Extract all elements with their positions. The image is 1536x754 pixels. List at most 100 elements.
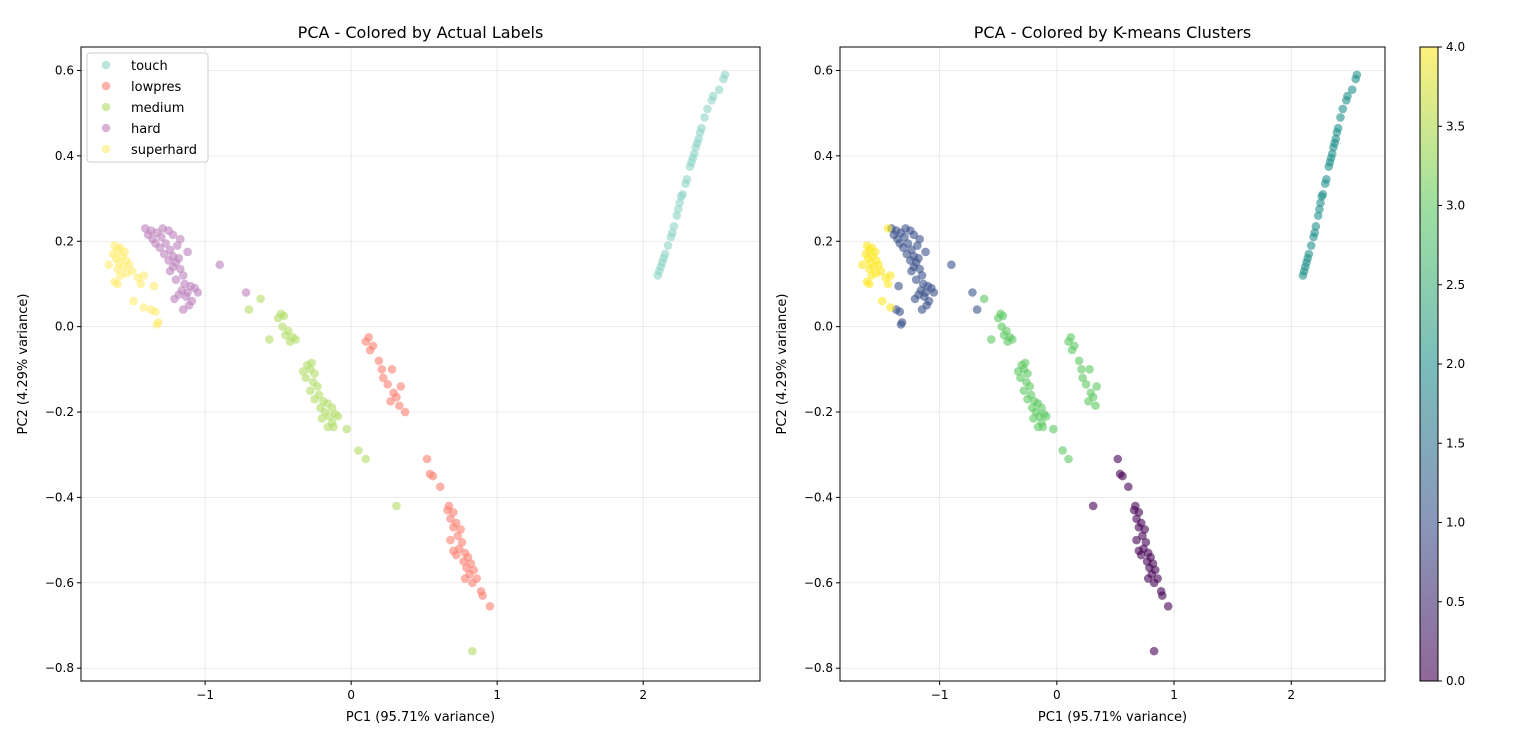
data-point — [1038, 422, 1048, 432]
data-point — [171, 275, 181, 284]
y-tick-label: 0.0 — [814, 320, 833, 334]
y-tick-label: −0.4 — [804, 490, 833, 504]
data-point — [1338, 104, 1348, 114]
x-tick-label: 1 — [1170, 688, 1178, 702]
y-tick-label: −0.8 — [45, 661, 74, 675]
data-point — [396, 382, 406, 391]
data-point — [917, 305, 927, 314]
data-point — [327, 403, 337, 413]
data-point — [354, 446, 363, 455]
data-point — [708, 91, 718, 101]
data-point — [1136, 550, 1146, 560]
data-point — [1336, 113, 1345, 122]
data-point — [886, 303, 895, 312]
data-point — [675, 198, 684, 208]
x-tick-label: 2 — [1287, 688, 1295, 702]
data-point — [113, 264, 122, 274]
data-point — [173, 241, 182, 250]
data-point — [1313, 211, 1323, 220]
data-point — [877, 296, 887, 306]
data-point — [1092, 382, 1101, 391]
data-point — [1163, 601, 1173, 611]
data-point — [1088, 501, 1098, 511]
legend-marker — [101, 102, 111, 112]
data-point — [342, 424, 352, 434]
data-point — [682, 175, 692, 184]
colorbar-tick-label: 1.0 — [1446, 516, 1465, 530]
data-point — [1058, 446, 1067, 455]
data-point — [700, 113, 709, 122]
data-point — [1078, 373, 1087, 383]
scatter-points — [857, 70, 1362, 656]
legend: touch lowpres medium hard superhard — [86, 52, 209, 163]
data-point — [911, 275, 921, 284]
data-point — [149, 281, 159, 291]
data-point — [1347, 85, 1357, 94]
data-point — [968, 288, 977, 297]
data-point — [449, 523, 458, 532]
y-axis-ticks: −0.8 −0.6 −0.4 −0.2 0.0 0.2 0.4 0.6 — [45, 63, 81, 675]
y-tick-label: 0.0 — [55, 320, 74, 334]
y-axis-ticks: −0.8 −0.6 −0.4 −0.2 0.0 0.2 0.4 0.6 — [804, 63, 840, 675]
data-point — [865, 279, 874, 289]
data-point — [857, 260, 867, 270]
data-point — [678, 189, 687, 199]
data-point — [151, 307, 160, 317]
data-point — [377, 365, 387, 374]
grid-lines — [840, 47, 1385, 681]
y-axis-label: PC2 (4.29% variance) — [775, 294, 790, 435]
data-point — [333, 411, 343, 421]
legend-marker — [101, 81, 111, 91]
data-point — [136, 279, 146, 289]
data-point — [1322, 175, 1331, 184]
data-point — [1124, 482, 1133, 492]
x-tick-label: 1 — [493, 688, 501, 702]
data-point — [460, 574, 470, 583]
x-tick-label: 0 — [347, 688, 355, 702]
data-point — [720, 70, 730, 80]
data-point — [175, 264, 185, 274]
data-point — [929, 288, 939, 297]
data-point — [281, 330, 290, 340]
data-point — [1327, 149, 1337, 159]
data-point — [386, 397, 395, 406]
plot-frame — [839, 46, 1386, 682]
data-point — [1149, 578, 1159, 588]
data-point — [1311, 222, 1321, 231]
chart-kmeans-clusters: −1 0 1 2 −0.8 −0.6 −0.4 −0.2 0.0 0.2 0.4 0.6 PCA -… — [775, 23, 1386, 725]
data-point — [329, 422, 338, 432]
data-point — [896, 320, 906, 329]
legend-marker — [101, 123, 111, 133]
data-point — [178, 271, 188, 280]
data-point — [672, 211, 682, 220]
data-point — [435, 482, 445, 492]
legend-label: touch — [131, 59, 168, 74]
data-point — [979, 294, 989, 304]
data-point — [446, 535, 455, 545]
legend-marker — [101, 144, 111, 154]
data-point — [155, 243, 165, 252]
legend-label: hard — [131, 122, 161, 137]
data-point — [1352, 70, 1362, 80]
data-point — [1343, 91, 1352, 101]
data-point — [453, 531, 463, 541]
data-point — [456, 525, 465, 534]
data-point — [714, 85, 724, 94]
x-tick-label: 0 — [1053, 688, 1061, 702]
data-point — [1020, 358, 1030, 368]
chart-actual-labels: −1 0 1 2 −0.8 −0.6 −0.4 −0.2 0.0 0.2 0.4 0.6 PCA -… — [16, 23, 761, 725]
data-point — [305, 386, 315, 395]
y-tick-label: −0.6 — [804, 576, 833, 590]
data-point — [307, 358, 317, 368]
data-point — [265, 335, 274, 344]
data-point — [1049, 424, 1058, 434]
colorbar-tick-label: 3.5 — [1446, 119, 1465, 133]
data-point — [907, 266, 916, 276]
y-tick-label: 0.2 — [55, 234, 74, 248]
data-point — [972, 305, 982, 314]
data-point — [1003, 337, 1012, 346]
data-point — [689, 149, 699, 159]
data-point — [1041, 411, 1051, 421]
colorbar-gradient — [1419, 46, 1439, 682]
x-tick-label: −1 — [931, 688, 949, 702]
